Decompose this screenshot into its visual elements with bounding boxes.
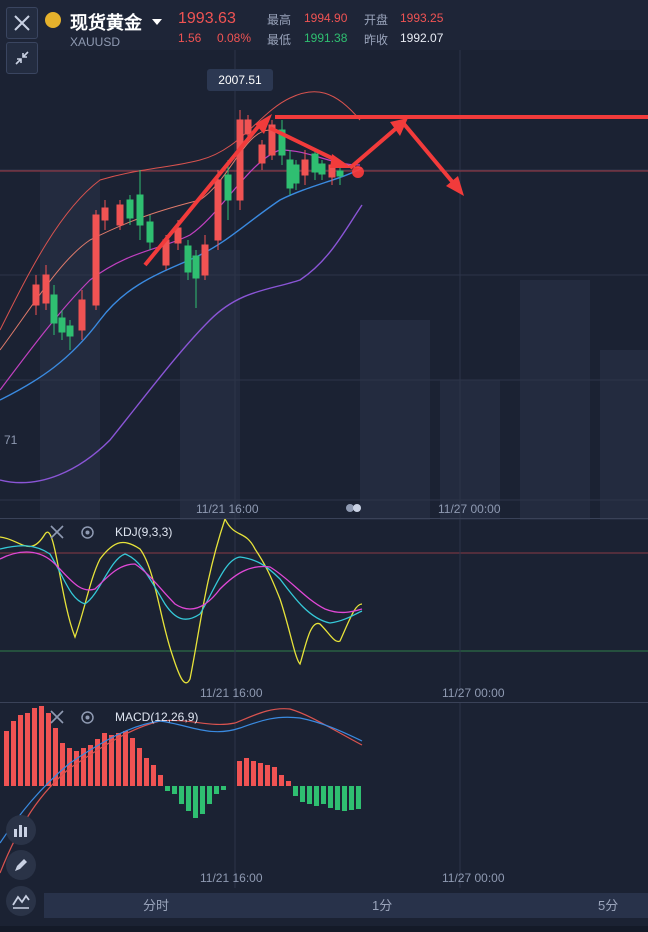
candles	[32, 110, 344, 350]
main-time-label-1: 11/21 16:00	[196, 502, 259, 516]
kdj-chart[interactable]	[0, 519, 648, 699]
kdj-j-line	[0, 519, 363, 684]
low-value: 1991.38	[304, 31, 348, 45]
macd-close-icon[interactable]	[50, 710, 64, 729]
dropdown-icon[interactable]	[152, 13, 162, 31]
macd-time-label-1: 11/21 16:00	[200, 871, 263, 885]
current-price-dot	[352, 166, 364, 178]
kdj-time-label-2: 11/27 00:00	[442, 686, 505, 700]
instrument-title[interactable]: 现货黄金	[70, 13, 142, 33]
trend-annotations	[143, 114, 648, 267]
trend-icon	[12, 894, 30, 909]
close-button[interactable]	[6, 7, 38, 39]
instrument-symbol: XAUUSD	[70, 35, 121, 49]
tab-5min[interactable]: 5分	[598, 898, 619, 913]
left-edge-label: 71	[4, 433, 18, 447]
indicator-icon	[14, 825, 27, 837]
collapse-icon	[15, 51, 29, 65]
pen-icon	[15, 859, 27, 871]
prev-close-label: 昨收	[364, 33, 389, 47]
kdj-title: KDJ(9,3,3)	[115, 525, 173, 539]
main-time-label-2: 11/27 00:00	[438, 502, 501, 516]
scroll-indicator-icon[interactable]	[346, 504, 354, 512]
low-label: 最低	[267, 33, 292, 47]
candlestick-chart[interactable]	[0, 50, 648, 520]
kdj-settings-icon[interactable]	[80, 525, 95, 545]
close-icon	[14, 15, 30, 31]
macd-dea-line	[0, 708, 363, 874]
background-skyline	[40, 170, 648, 520]
macd-title: MACD(12,26,9)	[115, 710, 199, 724]
prev-close-value: 1992.07	[400, 31, 444, 45]
peak-price-tag: 2007.51	[207, 69, 273, 91]
macd-positive-bars	[4, 706, 291, 786]
macd-settings-icon[interactable]	[80, 710, 95, 730]
bottom-edge	[0, 926, 648, 932]
price-change: 1.56	[178, 31, 202, 45]
kdj-k-line	[0, 545, 363, 624]
scroll-indicator-icon-b[interactable]	[353, 504, 361, 512]
price-change-pct: 0.08%	[217, 31, 252, 45]
kdj-close-icon[interactable]	[50, 525, 64, 544]
kdj-d-line	[0, 551, 363, 614]
chart-grid	[0, 50, 648, 520]
trend-tool-button[interactable]	[6, 886, 36, 916]
draw-tool-button[interactable]	[6, 850, 36, 880]
tab-1min[interactable]: 1分	[372, 898, 393, 913]
ma-slow-line	[0, 167, 363, 401]
gold-icon	[45, 12, 61, 28]
kdj-time-label-1: 11/21 16:00	[200, 686, 263, 700]
macd-negative-bars	[165, 786, 361, 818]
macd-time-label-2: 11/27 00:00	[442, 871, 505, 885]
collapse-button[interactable]	[6, 42, 38, 74]
tab-timeshare[interactable]: 分时	[143, 898, 170, 913]
boll-upper-line	[0, 91, 361, 331]
high-label: 最高	[267, 13, 292, 27]
period-tabs: 分时 1分 5分	[44, 893, 648, 918]
open-label: 开盘	[364, 13, 389, 27]
panel-divider	[0, 518, 648, 519]
macd-chart[interactable]	[0, 703, 648, 888]
ma-mid-line	[0, 149, 361, 391]
boll-lower-line	[0, 204, 363, 484]
indicator-button[interactable]	[6, 815, 36, 845]
high-value: 1994.90	[304, 11, 348, 25]
macd-dif-line	[0, 716, 363, 844]
last-price: 1993.63	[178, 10, 236, 27]
quote-header	[0, 0, 648, 50]
open-value: 1993.25	[400, 11, 444, 25]
panel-divider-2	[0, 702, 648, 703]
